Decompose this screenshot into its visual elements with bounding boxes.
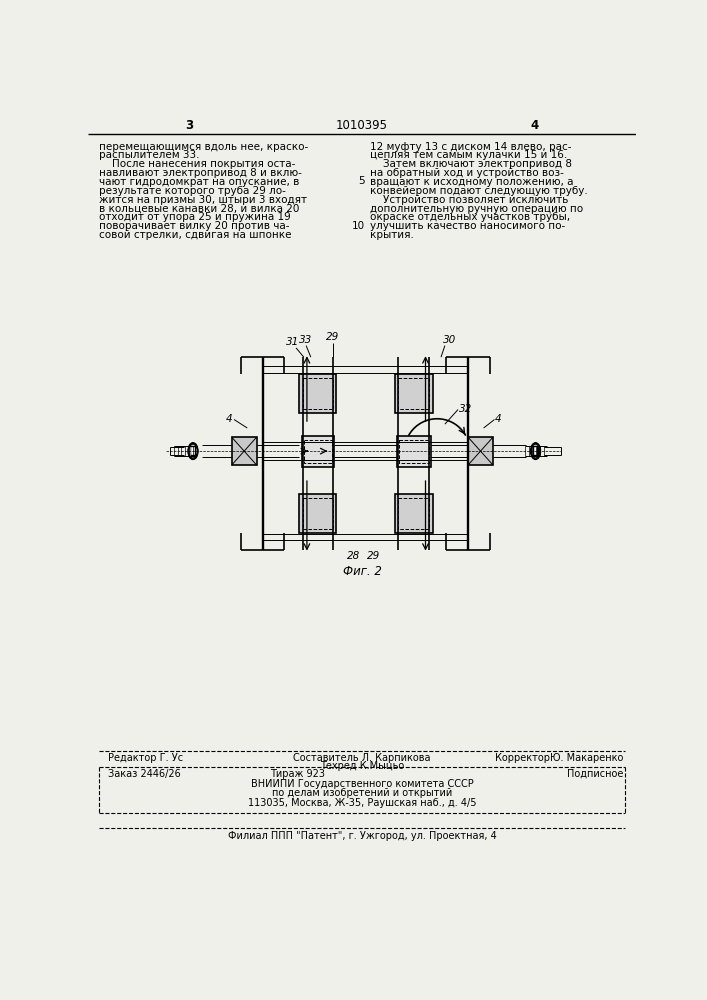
- Text: Техред К.Мыцьо: Техред К.Мыцьо: [320, 761, 404, 771]
- Text: Фиг. 2: Фиг. 2: [342, 565, 381, 578]
- Bar: [397, 436, 431, 466]
- Bar: [303, 378, 332, 409]
- Text: отходит от упора 25 и пружина 19: отходит от упора 25 и пружина 19: [99, 212, 291, 222]
- Text: 29: 29: [326, 332, 339, 342]
- Bar: [304, 440, 332, 463]
- Text: 4: 4: [226, 414, 233, 424]
- Ellipse shape: [188, 443, 198, 460]
- Bar: [303, 498, 332, 529]
- Text: 33: 33: [299, 335, 312, 345]
- Text: 4: 4: [531, 119, 539, 132]
- Text: Филиал ППП "Патент", г. Ужгород, ул. Проектная, 4: Филиал ППП "Патент", г. Ужгород, ул. Про…: [228, 831, 496, 841]
- Text: конвейером подают следующую трубу.: конвейером подают следующую трубу.: [370, 186, 588, 196]
- Text: 31: 31: [286, 337, 300, 347]
- Text: совой стрелки, сдвигая на шпонке: совой стрелки, сдвигая на шпонке: [99, 230, 292, 240]
- Ellipse shape: [189, 444, 197, 458]
- Bar: [468, 437, 493, 465]
- Text: навливают электропривод 8 и вклю-: навливают электропривод 8 и вклю-: [99, 168, 302, 178]
- Ellipse shape: [188, 443, 198, 459]
- Text: 1010395: 1010395: [336, 119, 388, 132]
- Text: результате которого труба 29 ло-: результате которого труба 29 ло-: [99, 186, 286, 196]
- Bar: [399, 440, 428, 463]
- Text: 28: 28: [347, 551, 360, 561]
- Text: 4: 4: [495, 414, 502, 424]
- Bar: [395, 494, 433, 533]
- Text: 113035, Москва, Ж-35, Раушская наб., д. 4/5: 113035, Москва, Ж-35, Раушская наб., д. …: [247, 798, 477, 808]
- Text: КорректорЮ. Макаренко: КорректорЮ. Макаренко: [495, 753, 623, 763]
- Ellipse shape: [530, 443, 541, 460]
- Text: поворачивает вилку 20 против ча-: поворачивает вилку 20 против ча-: [99, 221, 290, 231]
- Text: Заказ 2446/26: Заказ 2446/26: [107, 769, 180, 779]
- Text: улучшить качество наносимого по-: улучшить качество наносимого по-: [370, 221, 565, 231]
- Text: 12 муфту 13 с диском 14 влево, рас-: 12 муфту 13 с диском 14 влево, рас-: [370, 142, 571, 152]
- Text: Устройство позволяет исключить: Устройство позволяет исключить: [370, 195, 568, 205]
- Text: окраске отдельных участков трубы,: окраске отдельных участков трубы,: [370, 212, 570, 222]
- Text: Подписное: Подписное: [567, 769, 623, 779]
- Bar: [398, 498, 429, 529]
- Text: 30: 30: [443, 335, 457, 345]
- Text: чают гидродомкрат на опускание, в: чают гидродомкрат на опускание, в: [99, 177, 300, 187]
- Bar: [299, 374, 337, 413]
- Text: 32: 32: [459, 404, 472, 414]
- Text: на обратный ход и устройство воз-: на обратный ход и устройство воз-: [370, 168, 563, 178]
- Bar: [191, 446, 195, 456]
- Text: После нанесения покрытия оста-: После нанесения покрытия оста-: [99, 159, 296, 169]
- Text: цепляя тем самым кулачки 15 и 16.: цепляя тем самым кулачки 15 и 16.: [370, 150, 567, 160]
- Text: Тираж 923: Тираж 923: [270, 769, 325, 779]
- Text: вращают к исходному положению, а: вращают к исходному положению, а: [370, 177, 573, 187]
- Bar: [299, 494, 337, 533]
- Text: Редактор Г. Ус: Редактор Г. Ус: [107, 753, 183, 763]
- Ellipse shape: [531, 443, 540, 459]
- Text: крытия.: крытия.: [370, 230, 414, 240]
- Bar: [232, 437, 257, 465]
- Bar: [398, 378, 429, 409]
- Ellipse shape: [532, 444, 539, 458]
- Bar: [395, 374, 433, 413]
- Bar: [533, 446, 538, 456]
- Text: 10: 10: [352, 221, 365, 231]
- Text: жится на призмы 30, штыри 3 входят: жится на призмы 30, штыри 3 входят: [99, 195, 308, 205]
- Text: ВНИИПИ Государственного комитета СССР: ВНИИПИ Государственного комитета СССР: [250, 779, 473, 789]
- Text: 3: 3: [185, 119, 193, 132]
- Bar: [192, 447, 194, 455]
- Text: 5: 5: [358, 176, 365, 186]
- Text: Составитель Л. Карпикова: Составитель Л. Карпикова: [293, 753, 431, 763]
- Text: в кольцевые канавки 28, и вилка 20: в кольцевые канавки 28, и вилка 20: [99, 204, 300, 214]
- Text: дополнительную ручную операцию по: дополнительную ручную операцию по: [370, 204, 583, 214]
- Text: 29: 29: [367, 551, 380, 561]
- Bar: [534, 447, 537, 455]
- Text: распылителем 33.: распылителем 33.: [99, 150, 199, 160]
- Text: Затем включают электропривод 8: Затем включают электропривод 8: [370, 159, 572, 169]
- Text: по делам изобретений и открытий: по делам изобретений и открытий: [271, 788, 452, 798]
- Bar: [301, 436, 334, 466]
- Text: перемещающимся вдоль нее, краско-: перемещающимся вдоль нее, краско-: [99, 142, 308, 152]
